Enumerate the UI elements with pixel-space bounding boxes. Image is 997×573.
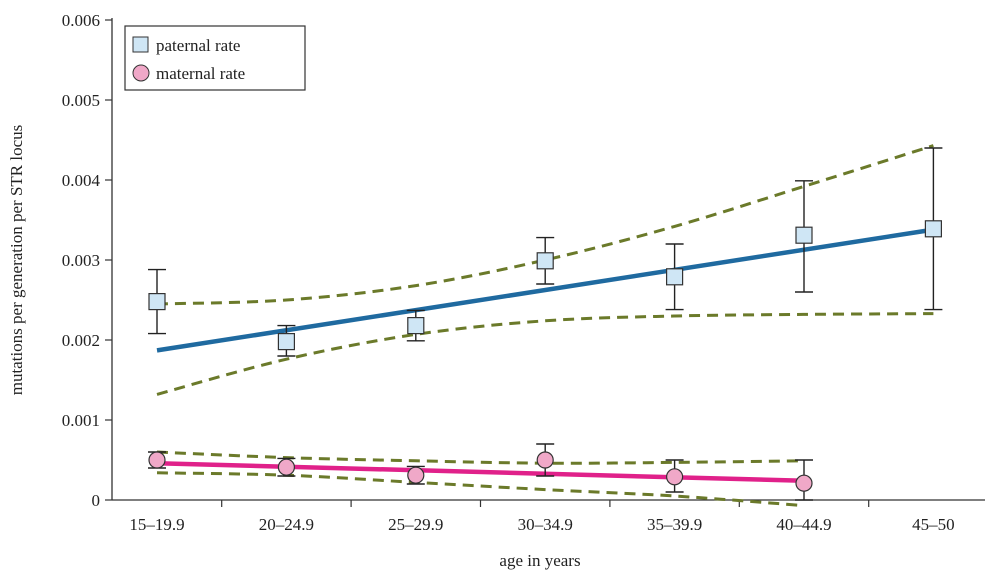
y-tick-label: 0.001	[62, 411, 100, 430]
y-tick-label: 0.003	[62, 251, 100, 270]
y-tick-label: 0.002	[62, 331, 100, 350]
legend-label-paternal: paternal rate	[156, 36, 240, 55]
legend-label-maternal: maternal rate	[156, 64, 245, 83]
data-point-maternal	[795, 474, 813, 492]
y-tick-label: 0.005	[62, 91, 100, 110]
data-markers	[148, 220, 943, 492]
legend-marker-paternal	[132, 36, 149, 53]
x-tick-label: 45–50	[912, 515, 955, 534]
x-tick-label: 40–44.9	[776, 515, 831, 534]
error-bars	[148, 147, 943, 501]
data-point-maternal	[148, 451, 166, 469]
data-point-maternal	[407, 466, 425, 484]
legend-box	[124, 25, 306, 91]
data-point-paternal	[407, 317, 425, 335]
confidence-bands	[156, 144, 934, 508]
x-axis-label: age in years	[499, 551, 580, 570]
y-tick-label: 0	[92, 491, 101, 510]
y-tick-label: 0.006	[62, 11, 100, 30]
x-tick-label: 30–34.9	[518, 515, 573, 534]
data-point-paternal	[148, 293, 166, 311]
data-point-maternal	[536, 451, 554, 469]
data-point-paternal	[924, 220, 943, 238]
data-point-maternal	[277, 458, 295, 476]
axes: 0 0.001 0.002 0.003 0.004 0.005 0.006 15–19.9 20…	[62, 11, 985, 534]
data-point-maternal	[665, 468, 684, 486]
fit-line-maternal	[156, 460, 805, 484]
x-tick-label: 25–29.9	[388, 515, 443, 534]
y-tick-label: 0.004	[62, 171, 101, 190]
legend: paternal rate maternal rate	[124, 25, 306, 91]
ci-lower-paternal	[156, 312, 934, 396]
x-tick-label: 35–39.9	[647, 515, 702, 534]
data-point-paternal	[277, 333, 295, 351]
data-point-paternal	[536, 252, 554, 270]
data-point-paternal	[665, 268, 684, 286]
data-point-paternal	[795, 226, 813, 244]
x-tick-label: 20–24.9	[259, 515, 314, 534]
legend-marker-maternal	[132, 64, 150, 82]
ci-lower-maternal	[156, 471, 805, 508]
ci-upper-maternal	[156, 450, 805, 465]
y-axis-label: mutations per generation per STR locus	[7, 125, 26, 396]
x-tick-label: 15–19.9	[129, 515, 184, 534]
ci-upper-paternal	[156, 144, 934, 306]
